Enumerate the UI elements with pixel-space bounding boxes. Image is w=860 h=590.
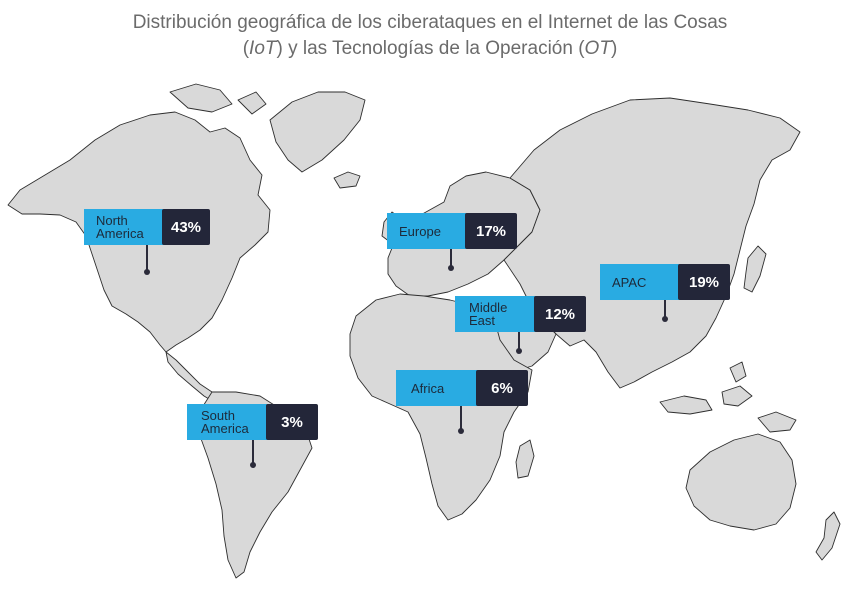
callout-south-america-label: South America [187, 404, 271, 440]
chart-title: Distribución geográfica de los ciberataq… [0, 10, 860, 62]
title-line-2: (IoT) y las Tecnologías de la Operación … [242, 38, 618, 59]
middle-east-marker [516, 348, 522, 354]
new-zealand-landmass [815, 511, 841, 561]
title-iot: IoT [249, 38, 277, 59]
callout-middle-east-value: 12% [534, 296, 586, 332]
arctic-islands [169, 83, 267, 115]
africa-marker [458, 428, 464, 434]
callout-north-america-label: North America [84, 209, 168, 245]
madagascar-landmass [515, 439, 535, 479]
apac-marker [662, 316, 668, 322]
north-america-stem [146, 245, 148, 271]
south-america-stem [252, 440, 254, 464]
callout-africa: Africa 6% [396, 370, 528, 406]
callout-europe-label: Europe [387, 213, 471, 249]
europe-marker [448, 265, 454, 271]
australia-landmass [685, 433, 797, 531]
callout-africa-value: 6% [476, 370, 528, 406]
japan-landmass [743, 245, 767, 293]
africa-stem [460, 406, 462, 430]
southeast-asia-islands [659, 361, 753, 415]
callout-europe-value: 17% [465, 213, 517, 249]
callout-north-america-value: 43% [162, 209, 210, 245]
europe-stem [450, 249, 452, 267]
callout-south-america: South America 3% [187, 404, 318, 440]
south-america-marker [250, 462, 256, 468]
north-america-marker [144, 269, 150, 275]
apac-stem [664, 300, 666, 318]
greenland-landmass [269, 91, 366, 173]
middle-east-stem [518, 332, 520, 350]
iceland-landmass [333, 171, 361, 189]
new-guinea-landmass [757, 411, 797, 433]
callout-europe: Europe 17% [387, 213, 517, 249]
callout-apac-value: 19% [678, 264, 730, 300]
callout-north-america: North America 43% [84, 209, 210, 245]
callout-apac: APAC 19% [600, 264, 730, 300]
callout-africa-label: Africa [396, 370, 482, 406]
title-line-1: Distribución geográfica de los ciberataq… [132, 12, 728, 33]
callout-middle-east: Middle East 12% [455, 296, 586, 332]
callout-south-america-value: 3% [266, 404, 318, 440]
callout-apac-label: APAC [600, 264, 684, 300]
callout-middle-east-label: Middle East [455, 296, 539, 332]
title-ot: OT [584, 38, 611, 59]
